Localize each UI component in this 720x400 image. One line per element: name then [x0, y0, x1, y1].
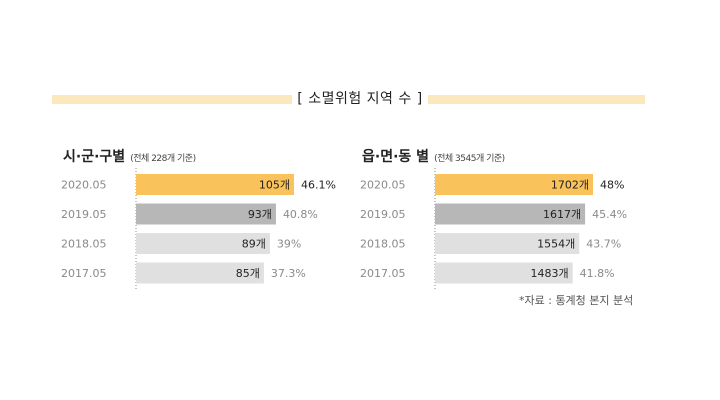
- chart-title: 읍·면·동 별 (전체 3545개 기준): [362, 146, 505, 166]
- category-label: 2018.05: [61, 238, 107, 251]
- chart-title-note: (전체 228개 기준): [130, 154, 195, 164]
- percent-label: 39%: [277, 238, 301, 251]
- percent-label: 43.7%: [586, 238, 621, 251]
- chart-si-gun-gu: 시·군·구별 (전체 228개 기준) 2020.05 105개 46.1% 2019…: [56, 146, 356, 296]
- bar-value-label: 1554개: [537, 238, 575, 251]
- bar-value-label: 85개: [236, 267, 260, 280]
- bar-chart-si-gun-gu: 2020.05 105개 46.1% 2019.05 93개 40.8% 2018.05 89…: [56, 168, 356, 298]
- percent-label: 45.4%: [592, 208, 627, 221]
- percent-label: 46.1%: [301, 179, 336, 192]
- percent-label: 40.8%: [283, 208, 318, 221]
- category-label: 2019.05: [360, 208, 406, 221]
- bar-value-label: 1702개: [551, 179, 589, 192]
- bar-value-label: 93개: [248, 208, 272, 221]
- percent-label: 41.8%: [580, 267, 615, 280]
- category-label: 2019.05: [61, 208, 107, 221]
- category-label: 2017.05: [360, 267, 406, 280]
- category-label: 2018.05: [360, 238, 406, 251]
- bar-value-label: 1483개: [531, 267, 569, 280]
- chart-title-note: (전체 3545개 기준): [434, 154, 505, 164]
- category-label: 2020.05: [61, 179, 107, 192]
- chart-title: 시·군·구별 (전체 228개 기준): [63, 146, 196, 166]
- source-note: *자료 : 통계청 본지 분석: [519, 292, 633, 308]
- chart-title-text: 시·군·구별: [63, 149, 125, 165]
- chart-eup-myeon-dong: 읍·면·동 별 (전체 3545개 기준) 2020.05 1702개 48% 201…: [355, 146, 655, 296]
- chart-title-text: 읍·면·동 별: [362, 149, 429, 165]
- percent-label: 37.3%: [271, 267, 306, 280]
- bar-value-label: 89개: [242, 238, 266, 251]
- bar-value-label: 1617개: [543, 208, 581, 221]
- main-title: [ 소멸위험 지역 수 ]: [0, 88, 720, 108]
- percent-label: 48%: [600, 179, 624, 192]
- bar-value-label: 105개: [259, 179, 290, 192]
- category-label: 2020.05: [360, 179, 406, 192]
- category-label: 2017.05: [61, 267, 107, 280]
- bar-chart-eup-myeon-dong: 2020.05 1702개 48% 2019.05 1617개 45.4% 2018.05 1…: [355, 168, 655, 298]
